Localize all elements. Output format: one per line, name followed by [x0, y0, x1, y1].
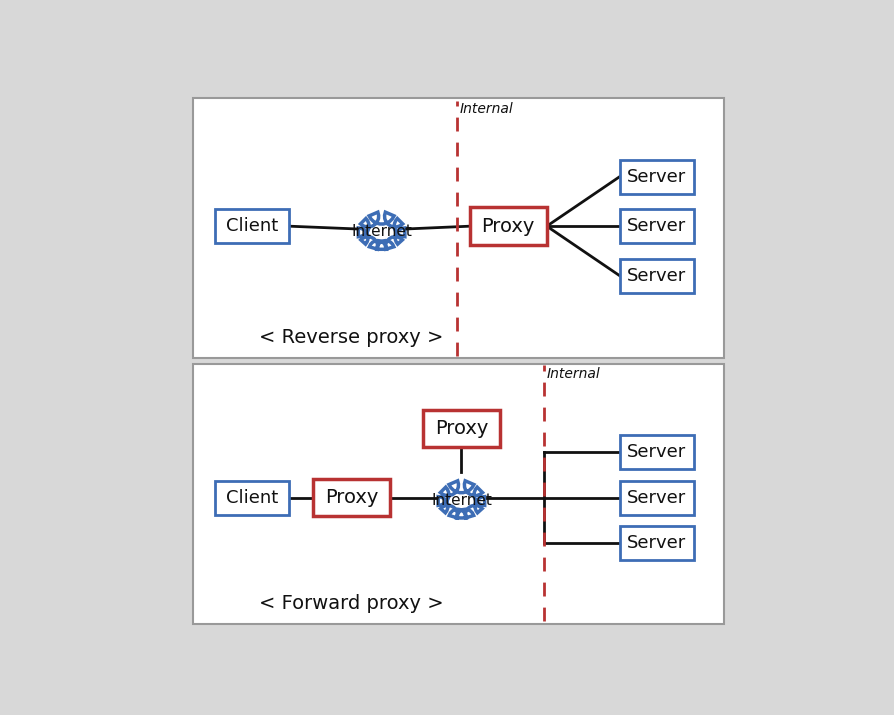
- FancyBboxPatch shape: [619, 159, 693, 194]
- FancyBboxPatch shape: [619, 259, 693, 293]
- Text: Server: Server: [627, 167, 686, 186]
- Polygon shape: [358, 212, 404, 250]
- FancyBboxPatch shape: [619, 209, 693, 243]
- Text: Server: Server: [627, 443, 686, 461]
- Text: Proxy: Proxy: [325, 488, 377, 507]
- FancyBboxPatch shape: [619, 526, 693, 561]
- Text: Internal: Internal: [546, 367, 600, 381]
- FancyBboxPatch shape: [215, 209, 289, 243]
- Text: Internet: Internet: [431, 493, 492, 508]
- FancyBboxPatch shape: [619, 480, 693, 515]
- FancyBboxPatch shape: [619, 435, 693, 469]
- FancyBboxPatch shape: [312, 479, 390, 516]
- FancyBboxPatch shape: [193, 364, 723, 623]
- Text: < Reverse proxy >: < Reverse proxy >: [259, 328, 443, 347]
- Text: Internal: Internal: [460, 102, 513, 116]
- Text: Server: Server: [627, 217, 686, 235]
- Text: Internet: Internet: [350, 225, 411, 240]
- Text: Client: Client: [226, 217, 278, 235]
- Text: Proxy: Proxy: [434, 419, 487, 438]
- Text: Client: Client: [226, 488, 278, 507]
- FancyBboxPatch shape: [193, 99, 723, 358]
- Text: Server: Server: [627, 488, 686, 507]
- Text: Server: Server: [627, 534, 686, 552]
- FancyBboxPatch shape: [215, 480, 289, 515]
- Text: Server: Server: [627, 267, 686, 285]
- FancyBboxPatch shape: [469, 207, 546, 245]
- Text: Proxy: Proxy: [481, 217, 535, 236]
- Text: < Forward proxy >: < Forward proxy >: [258, 594, 443, 613]
- Polygon shape: [438, 480, 485, 518]
- FancyBboxPatch shape: [423, 410, 500, 447]
